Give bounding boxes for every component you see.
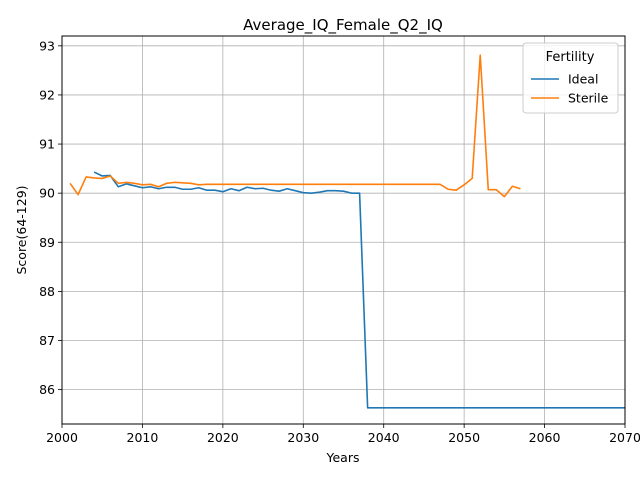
y-tick-label: 91 (39, 137, 55, 152)
legend-label-ideal: Ideal (568, 72, 598, 87)
x-axis-label: Years (326, 450, 360, 465)
x-tick-label: 2030 (287, 430, 319, 445)
series-line-ideal (93, 171, 625, 409)
plot-frame (61, 35, 626, 425)
y-axis-label: Score(64-129) (14, 185, 29, 274)
legend-title: Fertility (546, 50, 595, 65)
legend-box (522, 42, 619, 114)
x-tick-label: 2010 (127, 430, 159, 445)
x-tick-label: 2070 (609, 430, 640, 445)
series-line-sterile (69, 54, 521, 198)
x-tick-label: 2060 (529, 430, 561, 445)
y-tick-label: 92 (39, 87, 55, 102)
y-tick-label: 88 (39, 284, 55, 299)
y-tick-label: 86 (39, 382, 55, 397)
legend-label-sterile: Sterile (568, 91, 609, 106)
chart-title: Average_IQ_Female_Q2_IQ (243, 16, 443, 35)
x-axis-ticks: 2000 2010 2020 2030 2040 2050 2060 2070 (46, 424, 640, 445)
y-tick-label: 93 (39, 38, 55, 53)
y-tick-label: 90 (39, 186, 55, 201)
x-tick-label: 2050 (448, 430, 480, 445)
y-tick-label: 87 (39, 333, 55, 348)
x-tick-label: 2020 (207, 430, 239, 445)
series-layer (69, 54, 625, 409)
x-tick-label: 2000 (46, 430, 78, 445)
x-tick-label: 2040 (368, 430, 400, 445)
y-axis-ticks: 86 87 88 89 90 91 92 93 (39, 38, 62, 397)
legend: Fertility Ideal Sterile (522, 42, 619, 114)
y-tick-label: 89 (39, 235, 55, 250)
